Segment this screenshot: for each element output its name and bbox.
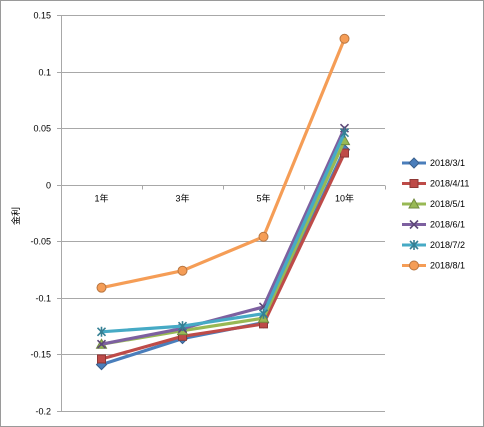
y-axis: 0.15 0.1 0.05 0 -0.05 -0.1 -0.15 -0.2 <box>30 11 62 417</box>
data-point <box>97 354 106 364</box>
data-point <box>258 308 269 319</box>
legend: 2018/3/1 2018/4/11 2018/5/1 2018/6/1 2018/7/… <box>402 157 469 271</box>
series-line <box>99 126 347 346</box>
legend-item: 2018/8/1 <box>402 260 465 271</box>
legend-item: 2018/4/11 <box>402 179 469 189</box>
y-tick-label: -0.2 <box>35 407 51 417</box>
y-tick-label: -0.15 <box>30 350 51 360</box>
legend-marker <box>409 219 419 230</box>
y-tick-label: 0.05 <box>33 124 51 134</box>
data-point <box>258 231 269 242</box>
data-point <box>177 321 188 332</box>
data-point <box>96 282 107 293</box>
legend-marker <box>408 197 420 209</box>
data-point <box>177 265 188 276</box>
series-group <box>96 33 350 293</box>
legend-item: 2018/3/1 <box>402 157 465 169</box>
y-tick-label: -0.1 <box>35 294 51 304</box>
series-group <box>97 148 349 364</box>
legend-item: 2018/6/1 <box>402 220 465 230</box>
series-line <box>99 131 347 334</box>
y-tick-label: 0.1 <box>38 68 51 78</box>
series-line <box>99 37 347 290</box>
legend-item: 2018/7/2 <box>402 240 465 250</box>
legend-label: 2018/8/1 <box>430 261 465 271</box>
y-tick-label: -0.05 <box>30 237 51 247</box>
legend-marker <box>409 260 419 271</box>
legend-label: 2018/6/1 <box>430 220 465 230</box>
x-tick-label: 3年 <box>175 193 189 204</box>
legend-marker <box>409 179 419 188</box>
data-point <box>96 326 107 337</box>
y-axis-label: 金利 <box>10 207 21 225</box>
x-tick-label: 5年 <box>256 193 270 204</box>
legend-marker <box>408 157 420 169</box>
data-point <box>96 339 107 349</box>
y-tick-label: 0 <box>46 181 51 191</box>
series-line <box>99 151 347 361</box>
legend-label: 2018/7/2 <box>430 240 465 250</box>
series-lines <box>95 33 351 371</box>
data-point <box>339 33 350 44</box>
legend-item: 2018/5/1 <box>402 197 465 209</box>
legend-label: 2018/5/1 <box>430 199 465 209</box>
data-point <box>339 127 350 138</box>
legend-marker <box>409 240 419 250</box>
x-axis: 1年 3年 5年 10年 <box>61 185 386 204</box>
legend-label: 2018/3/1 <box>430 158 465 168</box>
legend-label: 2018/4/11 <box>430 179 469 189</box>
x-tick-label: 1年 <box>94 193 108 204</box>
series-group <box>96 127 350 337</box>
y-tick-label: 0.15 <box>33 11 51 21</box>
x-tick-label: 10年 <box>335 193 354 204</box>
